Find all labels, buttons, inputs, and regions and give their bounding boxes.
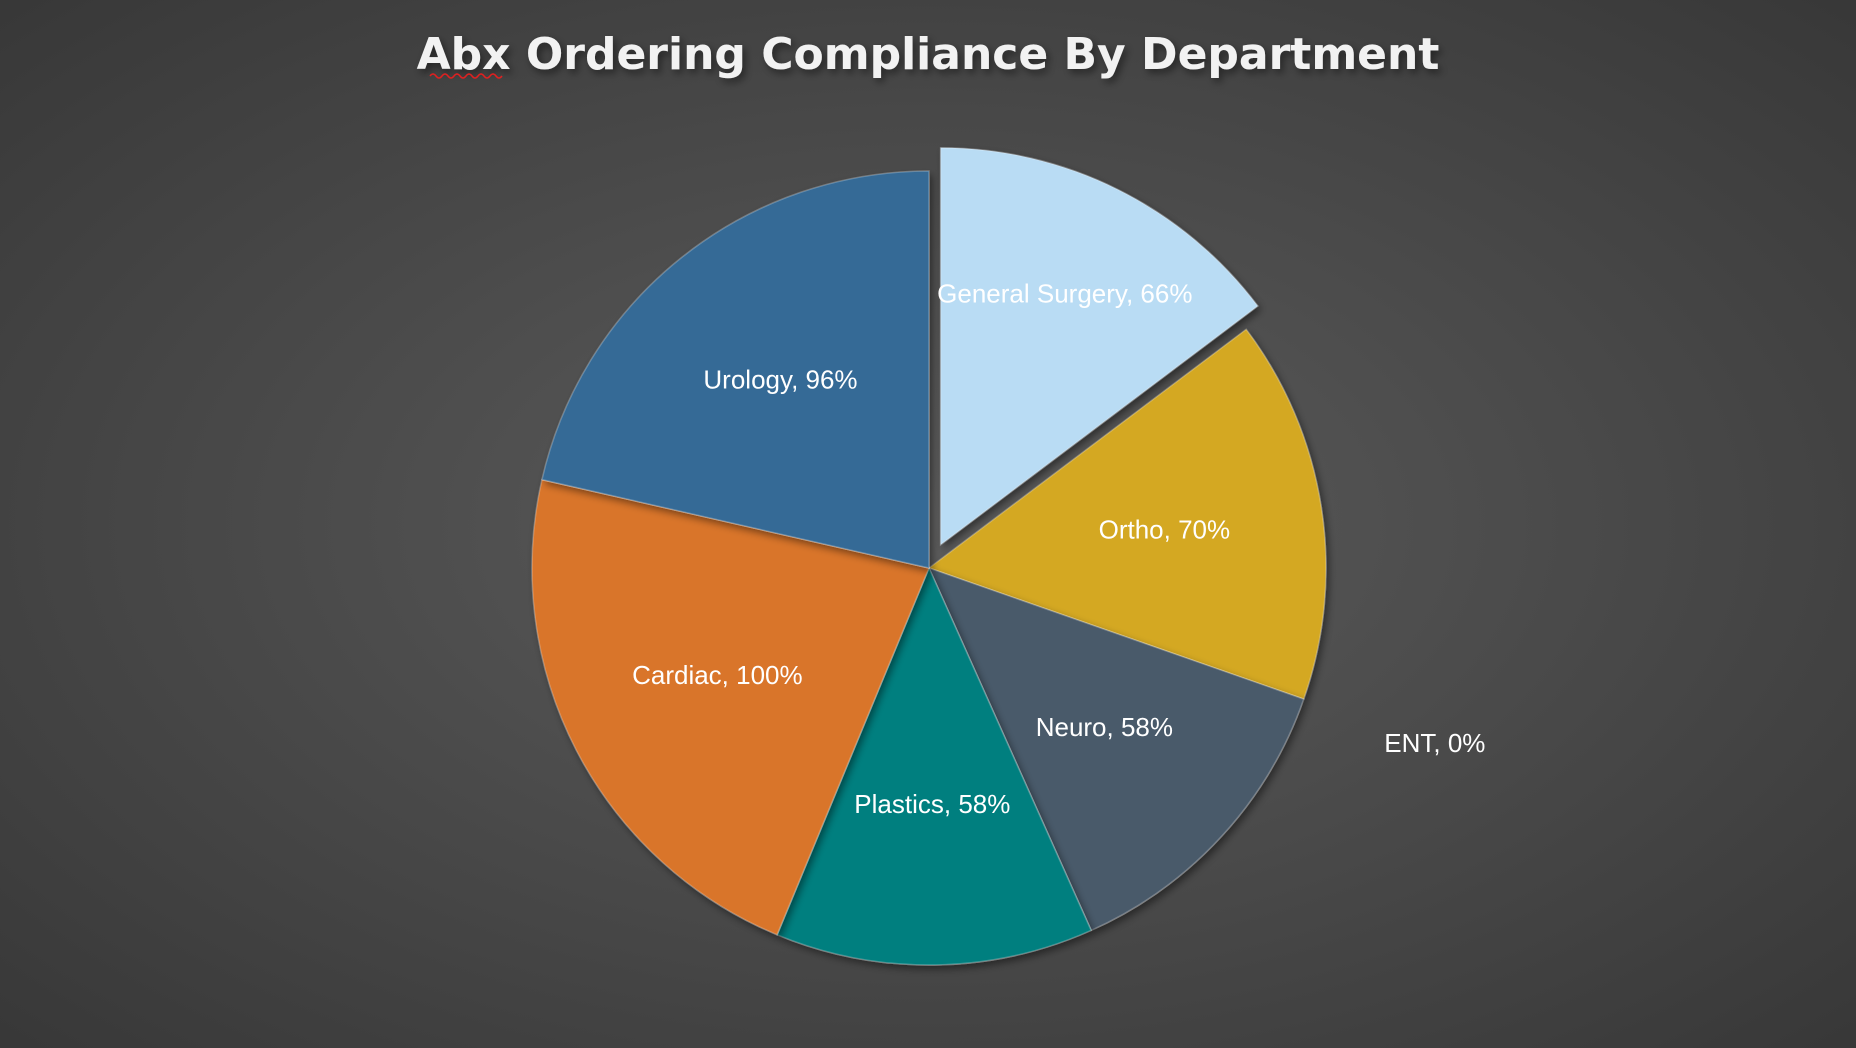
pie-slice [927, 566, 1305, 932]
data-label: Urology, 96% [703, 365, 857, 395]
pie-slice [776, 566, 1093, 966]
pie [531, 146, 1327, 966]
chart-title: Abx Ordering Compliance By Department [417, 29, 1440, 80]
spellcheck-underline [429, 73, 503, 79]
pie-slice [939, 146, 1259, 547]
data-label: ENT, 0% [1384, 728, 1485, 758]
pie-slice [531, 478, 931, 936]
pie-slice [541, 170, 930, 569]
pie-slice [927, 328, 1327, 701]
data-label: Ortho, 70% [1099, 514, 1231, 544]
data-label: General Surgery, 66% [937, 279, 1192, 309]
data-label: Neuro, 58% [1036, 712, 1173, 742]
data-label: Cardiac, 100% [632, 660, 803, 690]
data-label: Plastics, 58% [854, 789, 1010, 819]
